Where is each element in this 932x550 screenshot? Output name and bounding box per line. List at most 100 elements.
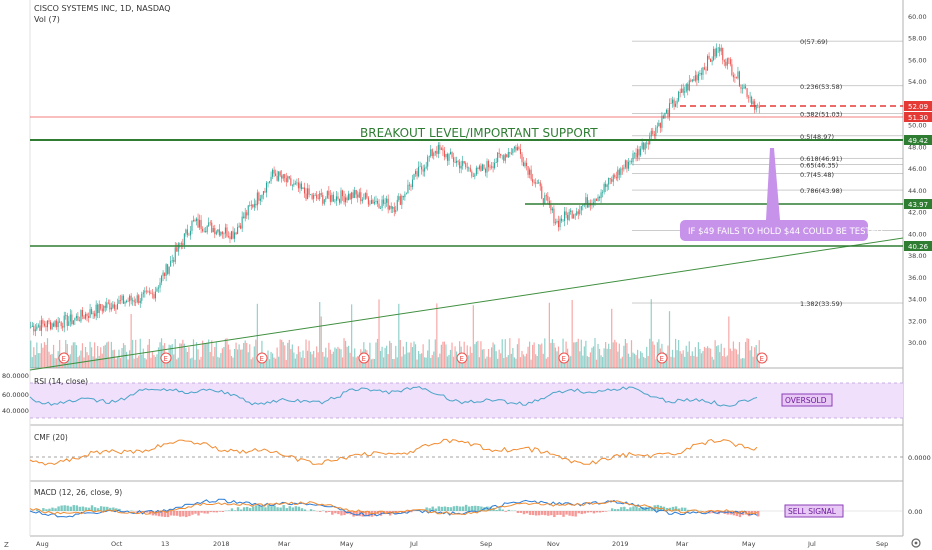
time-axis[interactable]: Aug Oct 13 2018 Mar May Jul Sep Nov 2019 Mar May Jul… xyxy=(36,540,888,548)
candle-body xyxy=(436,151,438,154)
candle-body xyxy=(262,191,264,195)
volume-bar xyxy=(598,348,601,368)
candle-body xyxy=(526,162,528,166)
macd-hist-bar xyxy=(544,511,547,516)
cmf-label: CMF (20) xyxy=(34,433,68,442)
candle-body xyxy=(40,320,42,331)
candle-body xyxy=(667,109,669,117)
volume-bar xyxy=(615,342,617,368)
volume-bar xyxy=(389,340,391,368)
macd-hist-bar xyxy=(291,507,295,511)
settings-gear-icon[interactable] xyxy=(911,538,921,548)
volume-bar xyxy=(627,353,630,368)
candle-body xyxy=(59,321,61,323)
volume-bar xyxy=(294,358,296,368)
macd-hist-bar xyxy=(343,511,346,516)
candle-body xyxy=(706,55,709,71)
candle-body xyxy=(580,206,582,211)
candle-body xyxy=(472,176,474,177)
candle-body xyxy=(564,211,566,221)
candle-body xyxy=(97,304,99,314)
volume-bar xyxy=(688,341,690,368)
price-axis[interactable]: 60.0058.0056.0054.0052.0050.0048.0046.00… xyxy=(908,13,927,347)
candle-body xyxy=(492,166,494,168)
candle-body xyxy=(348,193,350,201)
volume-bar xyxy=(513,357,515,368)
breakout-level-text[interactable]: BREAKOUT LEVEL/IMPORTANT SUPPORT xyxy=(360,126,598,140)
volume-bar xyxy=(90,347,93,368)
macd-hist-bar xyxy=(732,511,736,516)
volume-bar xyxy=(278,356,280,368)
macd-hist-bar xyxy=(562,511,565,517)
volume-bar xyxy=(754,347,756,368)
volume-bar xyxy=(507,355,509,368)
candle-body xyxy=(746,88,748,97)
candle-body xyxy=(189,230,191,236)
candle-body xyxy=(157,287,160,289)
candle-body xyxy=(118,300,120,304)
price-tag-current: 51.30 xyxy=(904,112,932,122)
volume-bar xyxy=(244,340,246,368)
volume-bar xyxy=(591,347,593,368)
candle-body xyxy=(513,146,515,149)
oversold-box[interactable] xyxy=(781,393,833,407)
volume-bar xyxy=(68,357,70,368)
candle-body xyxy=(697,73,699,81)
volume-bar xyxy=(214,347,216,368)
volume-bar xyxy=(399,339,401,368)
volume-bar xyxy=(340,349,342,368)
sell-signal-box[interactable] xyxy=(784,504,844,518)
candle-body xyxy=(363,198,365,200)
candle-body xyxy=(443,150,445,158)
volume-bar xyxy=(343,338,345,368)
candle-body xyxy=(624,160,626,168)
candle-body xyxy=(386,198,388,203)
candle-body xyxy=(316,194,318,199)
volume-bar xyxy=(89,341,91,368)
macd-hist-bar xyxy=(197,511,200,516)
volume-bar xyxy=(455,351,458,368)
candle-body xyxy=(729,59,731,65)
macd-hist-bar xyxy=(249,508,252,511)
macd-hist-bar xyxy=(270,506,273,511)
macd-hist-bar xyxy=(157,511,161,517)
volume-bar xyxy=(588,356,590,368)
volume-bar xyxy=(373,358,376,368)
volume-bar xyxy=(335,348,338,368)
macd-hist-bar xyxy=(169,511,173,516)
volume-bar xyxy=(200,356,202,368)
candle-body xyxy=(62,326,64,328)
candle-body xyxy=(620,168,622,175)
volume-bar xyxy=(586,356,588,368)
candle-body xyxy=(92,313,94,315)
candle-body xyxy=(582,204,584,207)
rising-trendline[interactable] xyxy=(29,237,904,371)
volume-bar xyxy=(580,339,582,368)
callout-box[interactable] xyxy=(680,220,868,241)
svg-text:51.30: 51.30 xyxy=(908,114,928,122)
candle-body xyxy=(133,300,135,303)
zoom-corner-icon[interactable]: Z xyxy=(4,541,9,549)
macd-hist-bar xyxy=(474,505,477,511)
macd-hist-bar xyxy=(443,506,447,511)
macd-hist-bar xyxy=(714,511,717,513)
volume-bar xyxy=(296,354,298,368)
candle-body xyxy=(168,266,170,274)
macd-hist-bar xyxy=(273,505,276,511)
macd-hist-bar xyxy=(674,506,678,511)
candle-body xyxy=(103,305,105,312)
volume-bar xyxy=(475,341,477,368)
volume-bar xyxy=(299,351,301,368)
volume-bar xyxy=(381,346,383,368)
macd-hist-bar xyxy=(477,506,480,511)
candle-body xyxy=(197,218,199,228)
macd-hist-bar xyxy=(236,507,240,511)
volume-bar xyxy=(554,347,557,368)
volume-bar xyxy=(744,341,747,368)
candle-body xyxy=(430,149,432,157)
volume-bar xyxy=(497,358,499,368)
volume-bar xyxy=(185,348,187,368)
candle-body xyxy=(205,231,207,233)
candle-body xyxy=(757,105,759,106)
